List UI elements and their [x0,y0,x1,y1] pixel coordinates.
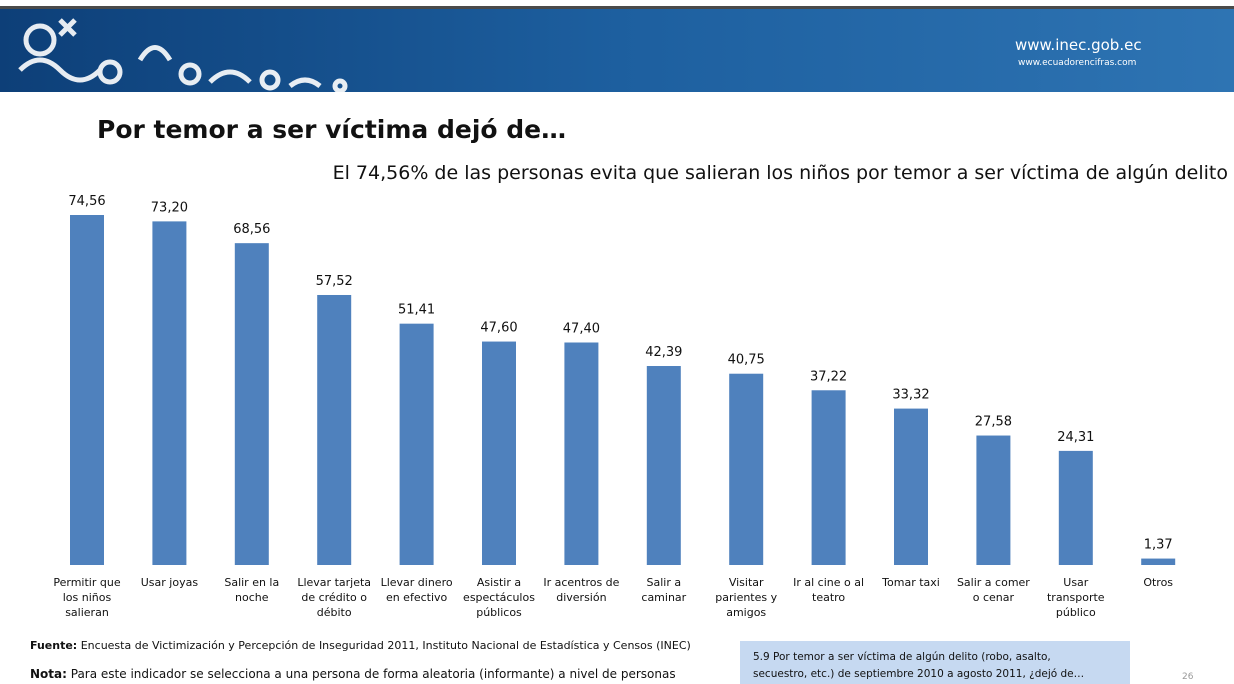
bar [400,324,434,565]
bar [317,295,351,565]
x-tick-label: Otros [1143,576,1173,589]
x-tick-label: Llevar tarjeta [297,576,371,589]
bar [482,342,516,565]
bar [1059,451,1093,565]
value-label: 51,41 [398,303,435,318]
value-label: 24,31 [1057,430,1094,445]
site2: www.ecuadorencifras.com [1018,58,1136,68]
x-tick-label: salieran [65,606,109,619]
bar [564,342,598,565]
x-tick-label: Salir a comer [957,576,1030,589]
chart-title: Por temor a ser víctima dejó de… [97,115,566,144]
note: Nota: Para este indicador se selecciona … [30,667,676,681]
x-tick-label: Ir acentros de [543,576,619,589]
value-label: 47,40 [563,321,600,336]
value-label: 42,39 [645,345,682,360]
value-label: 74,56 [68,194,105,209]
value-label: 47,60 [480,321,517,336]
page-number: 26 [1182,672,1194,682]
x-tick-label: Asistir a [477,576,521,589]
source-label: Fuente: [30,639,77,652]
x-tick-label: amigos [726,606,766,619]
slide: www.inec.gob.ec www.ecuadorencifras.com … [0,0,1234,684]
note-label: Nota: [30,667,67,681]
x-tick-label: Salir en la [224,576,279,589]
value-label: 33,32 [892,388,929,403]
x-tick-label: caminar [641,591,686,604]
x-tick-label: noche [235,591,269,604]
x-tick-label: Usar joyas [141,576,199,589]
bar [729,374,763,565]
x-tick-label: Tomar taxi [881,576,940,589]
x-tick-label: público [1056,606,1096,619]
x-tick-label: públicos [476,606,522,619]
value-label: 1,37 [1144,538,1173,553]
source-text: Encuesta de Victimización y Percepción d… [81,639,691,652]
bar [894,409,928,565]
bar [1141,559,1175,565]
question-line: secuestro, etc.) de septiembre 2010 a ag… [753,668,1084,680]
x-tick-label: Llevar dinero [381,576,453,589]
source: Fuente: Encuesta de Victimización y Perc… [30,639,691,652]
note-text: Para este indicador se selecciona a una … [71,667,676,681]
x-tick-label: diversión [556,591,606,604]
x-tick-label: Usar [1063,576,1089,589]
x-tick-label: de crédito o [301,591,367,604]
question-line: 5.9 Por temor a ser víctima de algún del… [753,651,1051,663]
x-tick-label: teatro [812,591,845,604]
chart-subtitle: El 74,56% de las personas evita que sali… [333,162,1228,184]
bar [976,436,1010,565]
bar [70,215,104,565]
x-tick-label: Salir a [646,576,681,589]
site: www.inec.gob.ec [1015,36,1142,54]
value-label: 37,22 [810,369,847,384]
top-line [0,6,1234,9]
bar [235,243,269,565]
x-tick-label: los niños [63,591,112,604]
bar [647,366,681,565]
value-label: 68,56 [233,222,270,237]
x-tick-label: o cenar [973,591,1015,604]
value-label: 57,52 [316,274,353,289]
x-tick-label: espectáculos [463,591,535,604]
value-label: 40,75 [728,353,765,368]
x-tick-label: en efectivo [386,591,448,604]
bar [152,221,186,565]
x-tick-label: Permitir que [53,576,120,589]
value-label: 27,58 [975,415,1012,430]
x-tick-label: Ir al cine o al [793,576,864,589]
x-tick-label: Visitar [729,576,764,589]
x-tick-label: parientes y [715,591,777,604]
x-tick-label: transporte [1047,591,1105,604]
x-tick-label: débito [317,606,352,619]
value-label: 73,20 [151,200,188,215]
bar [812,390,846,565]
